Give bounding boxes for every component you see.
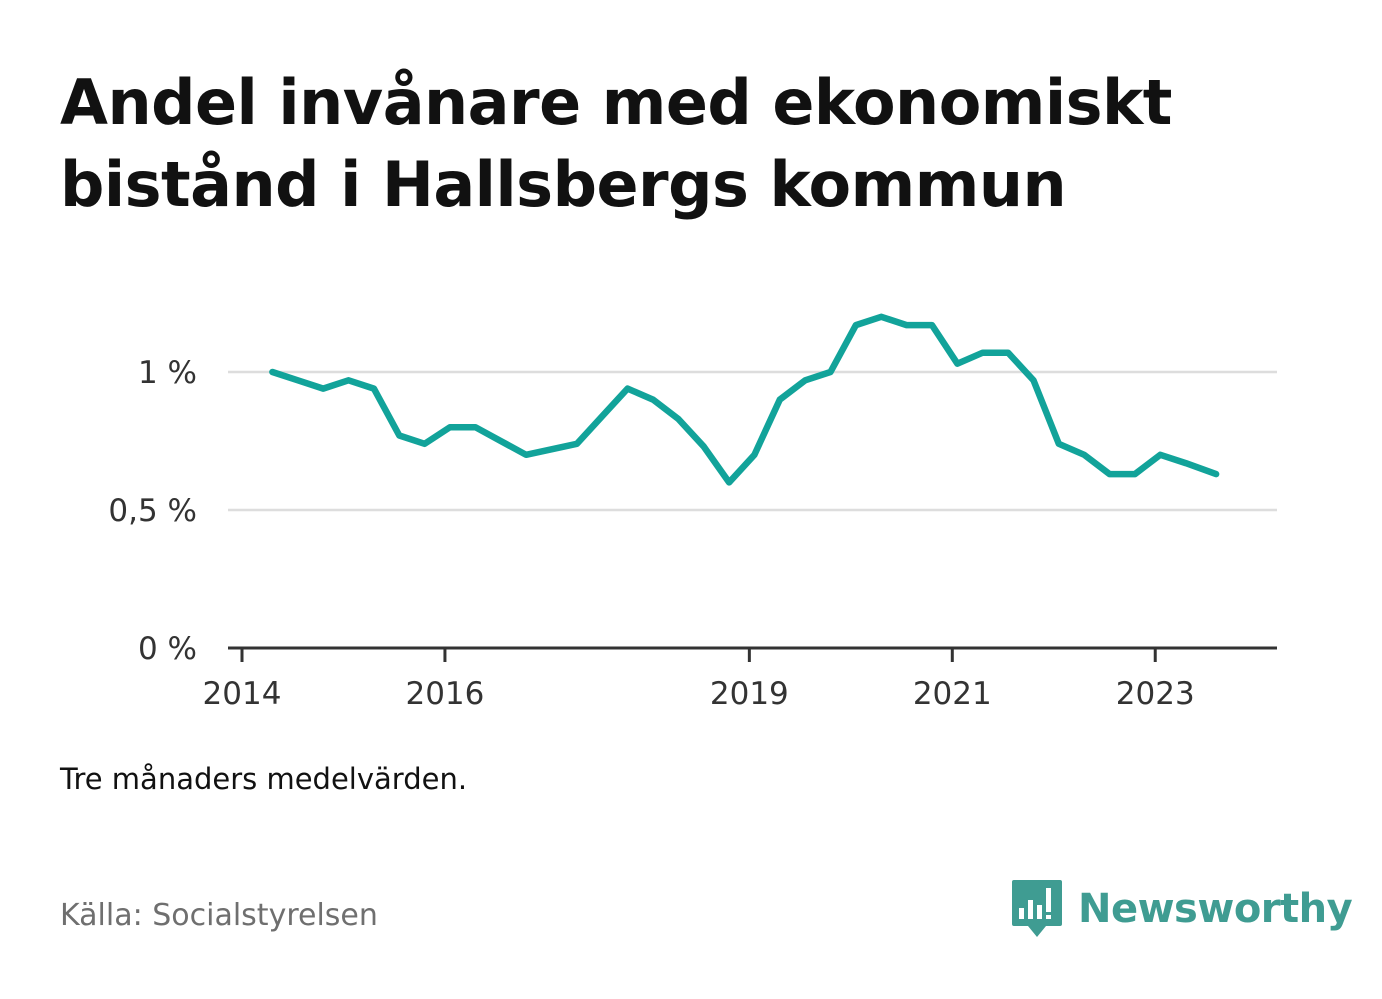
- y-tick-label-1: 0,5 %: [108, 493, 197, 529]
- x-tick-label-0: 2014: [203, 676, 282, 712]
- series-line: [269, 313, 1220, 486]
- x-tick-label-4: 2023: [1116, 676, 1195, 712]
- y-tick-label-0: 0 %: [138, 631, 197, 667]
- y-tick-label-2: 1 %: [138, 355, 197, 391]
- x-axis-ticks: 2014 2016 2019 2021 2023: [203, 648, 1195, 712]
- y-axis-ticks: 0 % 0,5 % 1 %: [108, 355, 197, 667]
- brand-logo: Newsworthy: [1010, 878, 1353, 940]
- chart-title: Andel invånare med ekonomiskt bistånd i …: [60, 66, 1172, 221]
- gridlines: [228, 370, 1277, 512]
- x-tick-label-2: 2019: [710, 676, 789, 712]
- brand-name: Newsworthy: [1078, 886, 1353, 932]
- series-points: [269, 314, 1219, 486]
- chart-note: Tre månaders medelvärden.: [60, 762, 468, 796]
- x-tick-label-1: 2016: [405, 676, 484, 712]
- source-credit: Källa: Socialstyrelsen: [60, 898, 378, 933]
- bar-chart-speech-bubble-icon: [1012, 880, 1062, 937]
- x-tick-label-3: 2021: [913, 676, 992, 712]
